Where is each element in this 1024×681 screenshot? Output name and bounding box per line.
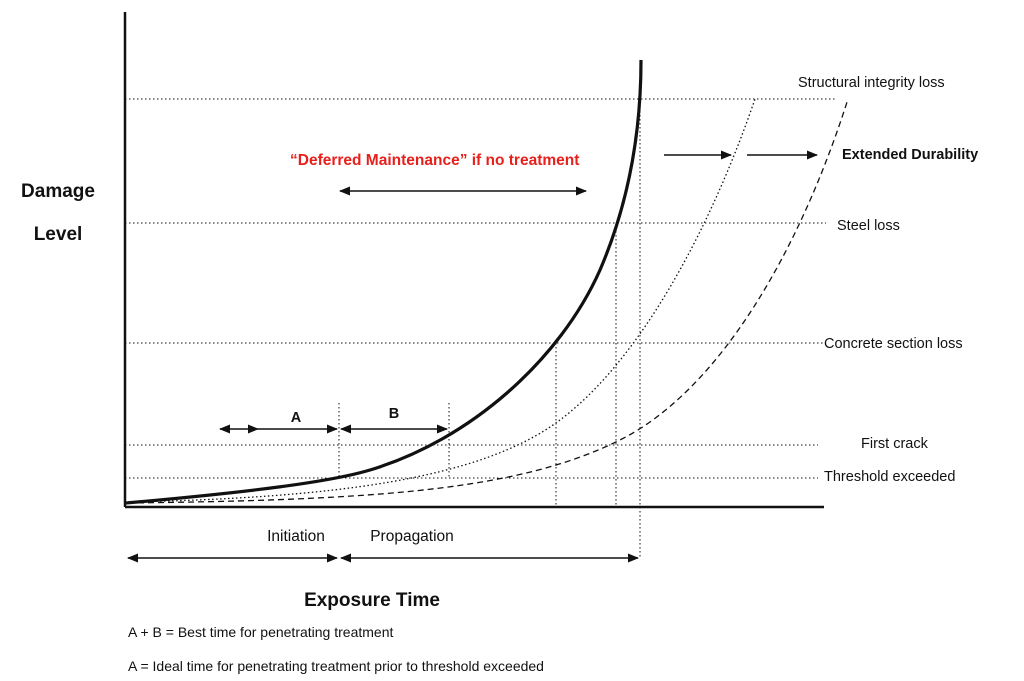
label-concrete-section-loss: Concrete section loss: [824, 336, 963, 352]
curve-dashed-extended: [127, 98, 849, 504]
label-structural-integrity-loss: Structural integrity loss: [798, 75, 945, 91]
curve-no-treatment: [125, 59, 643, 505]
note-a-plus-b: A + B = Best time for penetrating treatm…: [128, 624, 393, 640]
label-extended-durability: Extended Durability: [842, 147, 978, 163]
label-a: A: [291, 410, 302, 426]
label-propagation: Propagation: [370, 528, 454, 545]
label-deferred-maintenance: “Deferred Maintenance” if no treatment: [290, 152, 579, 169]
x-axis-label: Exposure Time: [304, 590, 440, 611]
label-first-crack: First crack: [861, 436, 929, 452]
label-threshold-exceeded: Threshold exceeded: [824, 469, 955, 485]
y-axis-label-1: Damage: [21, 181, 95, 202]
label-initiation: Initiation: [267, 528, 325, 545]
y-axis-label-2: Level: [34, 224, 83, 245]
note-a: A = Ideal time for penetrating treatment…: [128, 658, 544, 674]
label-b: B: [389, 406, 399, 422]
curve-dotted-treatment: [127, 98, 756, 503]
label-steel-loss: Steel loss: [837, 218, 900, 234]
